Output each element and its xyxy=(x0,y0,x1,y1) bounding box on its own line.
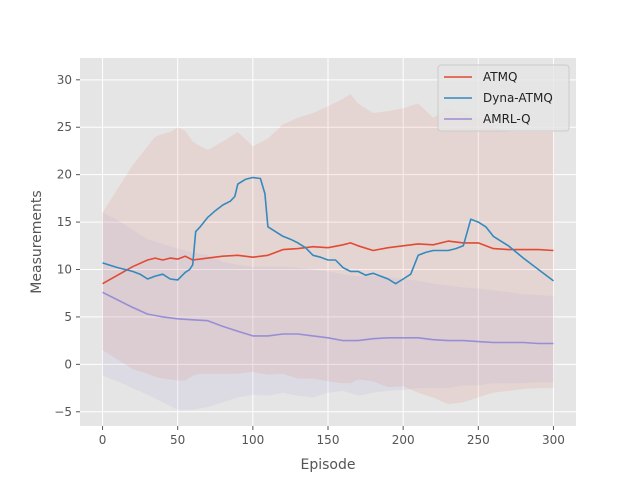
y-axis-label: Measurements xyxy=(29,190,45,293)
y-tick-label: 25 xyxy=(57,120,72,134)
series-lines xyxy=(102,176,554,345)
x-tick-label: 200 xyxy=(392,433,415,447)
y-tick-label: 15 xyxy=(57,215,72,229)
dyna-atmq-line xyxy=(102,176,554,285)
x-axis-label: Episode xyxy=(301,457,356,473)
atmq-band xyxy=(102,94,554,405)
amrl-q-line xyxy=(102,291,554,345)
x-axis-ticks: 0 50 100 150 200 250 300 xyxy=(99,426,565,447)
y-tick-label: 20 xyxy=(57,168,72,182)
x-tick-label: 0 xyxy=(99,433,107,447)
y-tick-label: 0 xyxy=(64,357,72,371)
x-tick-label: 300 xyxy=(542,433,565,447)
y-tick-label: 10 xyxy=(57,263,72,277)
y-tick-label: 30 xyxy=(57,73,72,87)
grid xyxy=(80,58,576,426)
y-tick-label: −5 xyxy=(54,405,72,419)
y-axis-ticks: −5 0 5 10 15 20 25 30 xyxy=(54,73,80,419)
legend-label-atmq: ATMQ xyxy=(483,70,517,84)
atmq-line xyxy=(102,240,554,285)
y-tick-label: 5 xyxy=(64,310,72,324)
x-tick-label: 50 xyxy=(170,433,185,447)
legend-box xyxy=(437,64,570,132)
legend: ATMQ Dyna-ATMQ AMRL-Q xyxy=(437,64,570,132)
x-tick-label: 250 xyxy=(467,433,490,447)
legend-label-amrl-q: AMRL-Q xyxy=(483,112,531,126)
confidence-bands xyxy=(102,94,554,410)
legend-label-dyna-atmq: Dyna-ATMQ xyxy=(483,91,553,105)
amrl-q-band xyxy=(102,212,554,410)
x-tick-label: 100 xyxy=(241,433,264,447)
x-tick-label: 150 xyxy=(317,433,340,447)
